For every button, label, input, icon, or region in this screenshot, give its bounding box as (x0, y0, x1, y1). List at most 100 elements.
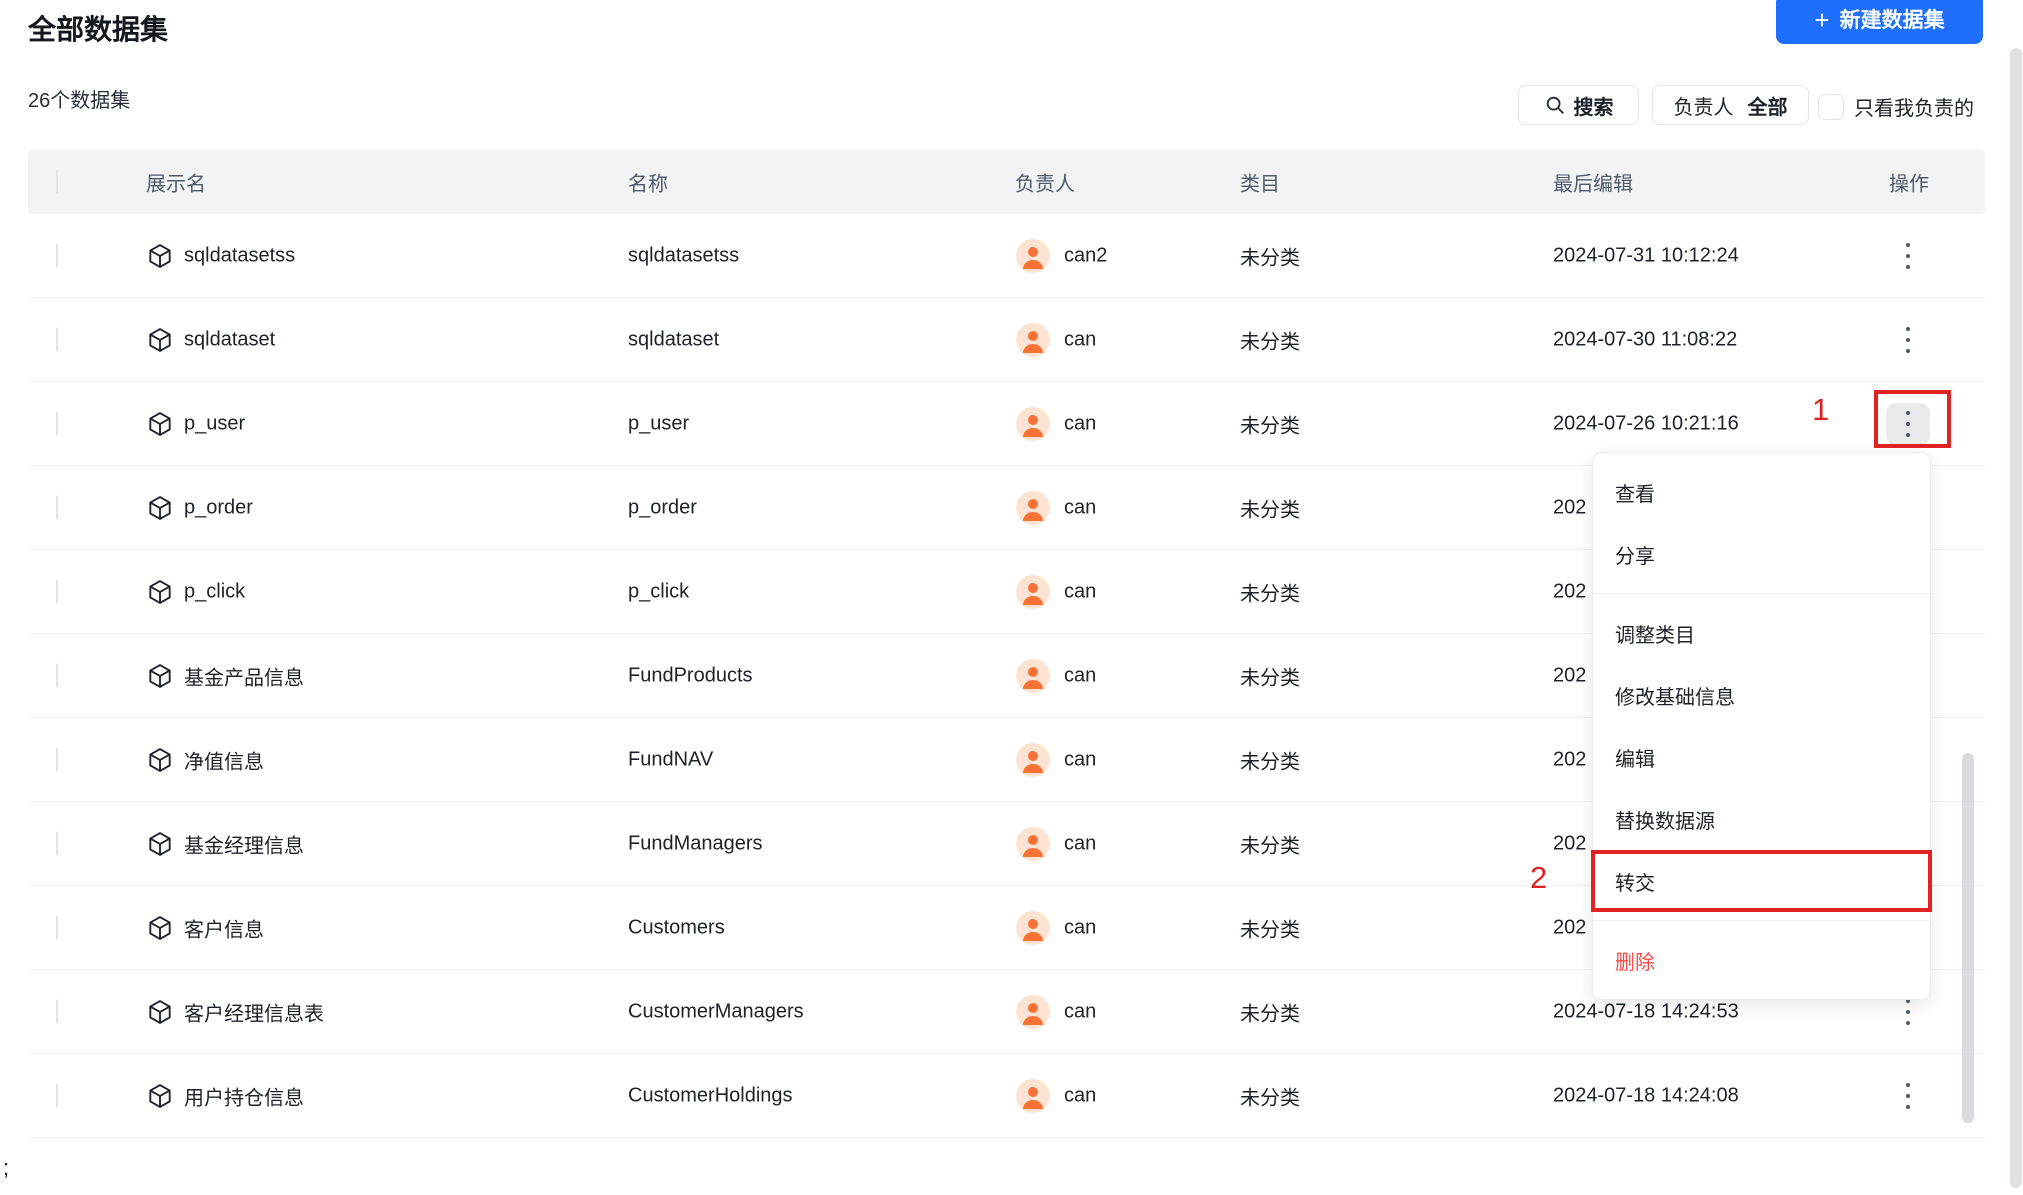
dataset-name: p_user (628, 412, 690, 434)
row-checkbox[interactable] (56, 999, 58, 1023)
owner-name: can (1064, 412, 1097, 434)
only-mine-toggle[interactable]: 只看我负责的 (1818, 92, 1974, 121)
row-actions-button[interactable] (1886, 319, 1930, 361)
stray-text: ; (3, 1155, 10, 1180)
dataset-cube-icon (146, 914, 174, 942)
last-edited-value: 202 (1553, 916, 1587, 938)
owner-filter-value: 全部 (1747, 96, 1788, 119)
annotation-number-1: 1 (1812, 392, 1830, 427)
row-checkbox[interactable] (56, 327, 58, 351)
owner-avatar-icon (1016, 574, 1050, 609)
owner-avatar-icon (1016, 322, 1050, 357)
owner-filter-button[interactable]: 负责人 全部 (1652, 85, 1809, 125)
row-actions-button[interactable] (1886, 235, 1930, 277)
search-icon (1544, 94, 1566, 116)
dataset-cube-icon (146, 578, 174, 606)
last-edited-value: 2024-07-30 11:08:22 (1553, 328, 1738, 350)
last-edited-value: 2024-07-31 10:12:24 (1553, 244, 1739, 266)
category-value: 未分类 (1240, 751, 1300, 773)
owner-avatar-icon (1016, 658, 1050, 693)
dataset-name: CustomerManagers (628, 1000, 804, 1022)
menu-item[interactable]: 分享 (1615, 545, 1655, 568)
dataset-cube-icon (146, 1082, 174, 1110)
last-edited-value: 2024-07-18 14:24:53 (1553, 1000, 1739, 1022)
row-checkbox[interactable] (56, 411, 58, 435)
kebab-icon (1906, 410, 1910, 437)
last-edited-value: 202 (1553, 748, 1587, 770)
row-checkbox[interactable] (56, 663, 58, 687)
dataset-display-name: sqldataset (184, 328, 276, 350)
dataset-name: CustomerHoldings (628, 1084, 793, 1106)
row-checkbox[interactable] (56, 243, 58, 267)
select-all-checkbox[interactable] (56, 169, 58, 194)
header-category: 类目 (1240, 173, 1280, 196)
last-edited-value: 202 (1553, 664, 1587, 686)
owner-avatar-icon (1016, 910, 1050, 945)
header-owner: 负责人 (1015, 173, 1075, 196)
menu-item-transfer[interactable]: 转交 (1615, 872, 1655, 895)
menu-item[interactable]: 替换数据源 (1615, 810, 1715, 833)
dataset-display-name: 用户持仓信息 (184, 1087, 304, 1109)
kebab-icon (1906, 1082, 1910, 1109)
category-value: 未分类 (1240, 667, 1300, 689)
row-actions-button[interactable] (1886, 1075, 1930, 1117)
owner-name: can (1064, 832, 1097, 854)
kebab-icon (1906, 998, 1910, 1025)
row-actions-button[interactable] (1886, 402, 1930, 445)
owner-avatar-icon (1016, 826, 1050, 861)
table-scrollbar[interactable] (1962, 753, 1974, 1123)
row-checkbox[interactable] (56, 747, 58, 771)
menu-item-delete[interactable]: 删除 (1615, 951, 1655, 974)
owner-avatar-icon (1016, 994, 1050, 1029)
category-value: 未分类 (1240, 331, 1300, 353)
dataset-display-name: p_click (184, 580, 246, 602)
header-display-name: 展示名 (146, 173, 206, 196)
category-value: 未分类 (1240, 583, 1300, 605)
dataset-name: p_order (628, 496, 697, 518)
dataset-display-name: sqldatasetss (184, 244, 296, 266)
new-dataset-button[interactable]: + 新建数据集 (1776, 0, 1983, 44)
dataset-count: 26个数据集 (28, 90, 131, 112)
dataset-cube-icon (146, 830, 174, 858)
search-button[interactable]: 搜索 (1518, 85, 1639, 125)
category-value: 未分类 (1240, 415, 1300, 437)
row-checkbox[interactable] (56, 579, 58, 603)
only-mine-checkbox[interactable] (1818, 93, 1844, 120)
table-row[interactable]: 用户持仓信息 CustomerHoldings can 未分类 2024-07-… (28, 1054, 1985, 1138)
last-edited-value: 2024-07-26 10:21:16 (1553, 412, 1739, 434)
dataset-cube-icon (146, 746, 174, 774)
row-checkbox[interactable] (56, 831, 58, 855)
last-edited-value: 202 (1553, 580, 1587, 602)
owner-name: can (1064, 1000, 1097, 1022)
owner-name: can (1064, 1084, 1097, 1106)
table-row[interactable]: sqldatasetss sqldatasetss can2 未分类 2024-… (28, 214, 1985, 298)
dataset-name: sqldataset (628, 328, 720, 350)
category-value: 未分类 (1240, 1087, 1300, 1109)
menu-divider (1593, 920, 1930, 921)
category-value: 未分类 (1240, 1003, 1300, 1025)
dataset-name: sqldatasetss (628, 244, 740, 266)
menu-item[interactable]: 调整类目 (1615, 624, 1695, 647)
menu-item[interactable]: 修改基础信息 (1615, 686, 1735, 709)
plus-icon: + (1814, 5, 1830, 35)
row-checkbox[interactable] (56, 915, 58, 939)
category-value: 未分类 (1240, 247, 1300, 269)
row-checkbox[interactable] (56, 1083, 58, 1107)
table-row[interactable]: sqldataset sqldataset can 未分类 2024-07-30… (28, 298, 1985, 382)
menu-item[interactable]: 编辑 (1615, 748, 1655, 771)
only-mine-label: 只看我负责的 (1854, 98, 1974, 120)
row-actions-button[interactable] (1886, 991, 1930, 1033)
dataset-cube-icon (146, 494, 174, 522)
owner-name: can (1064, 328, 1097, 350)
dataset-display-name: 净值信息 (184, 751, 264, 773)
header-name: 名称 (628, 173, 668, 196)
dataset-display-name: 客户信息 (184, 919, 264, 941)
header-last-edited: 最后编辑 (1553, 173, 1633, 196)
row-checkbox[interactable] (56, 495, 58, 519)
dataset-cube-icon (146, 662, 174, 690)
page-scrollbar[interactable] (2010, 48, 2022, 1188)
category-value: 未分类 (1240, 499, 1300, 521)
menu-item[interactable]: 查看 (1615, 483, 1655, 506)
owner-avatar-icon (1016, 490, 1050, 525)
